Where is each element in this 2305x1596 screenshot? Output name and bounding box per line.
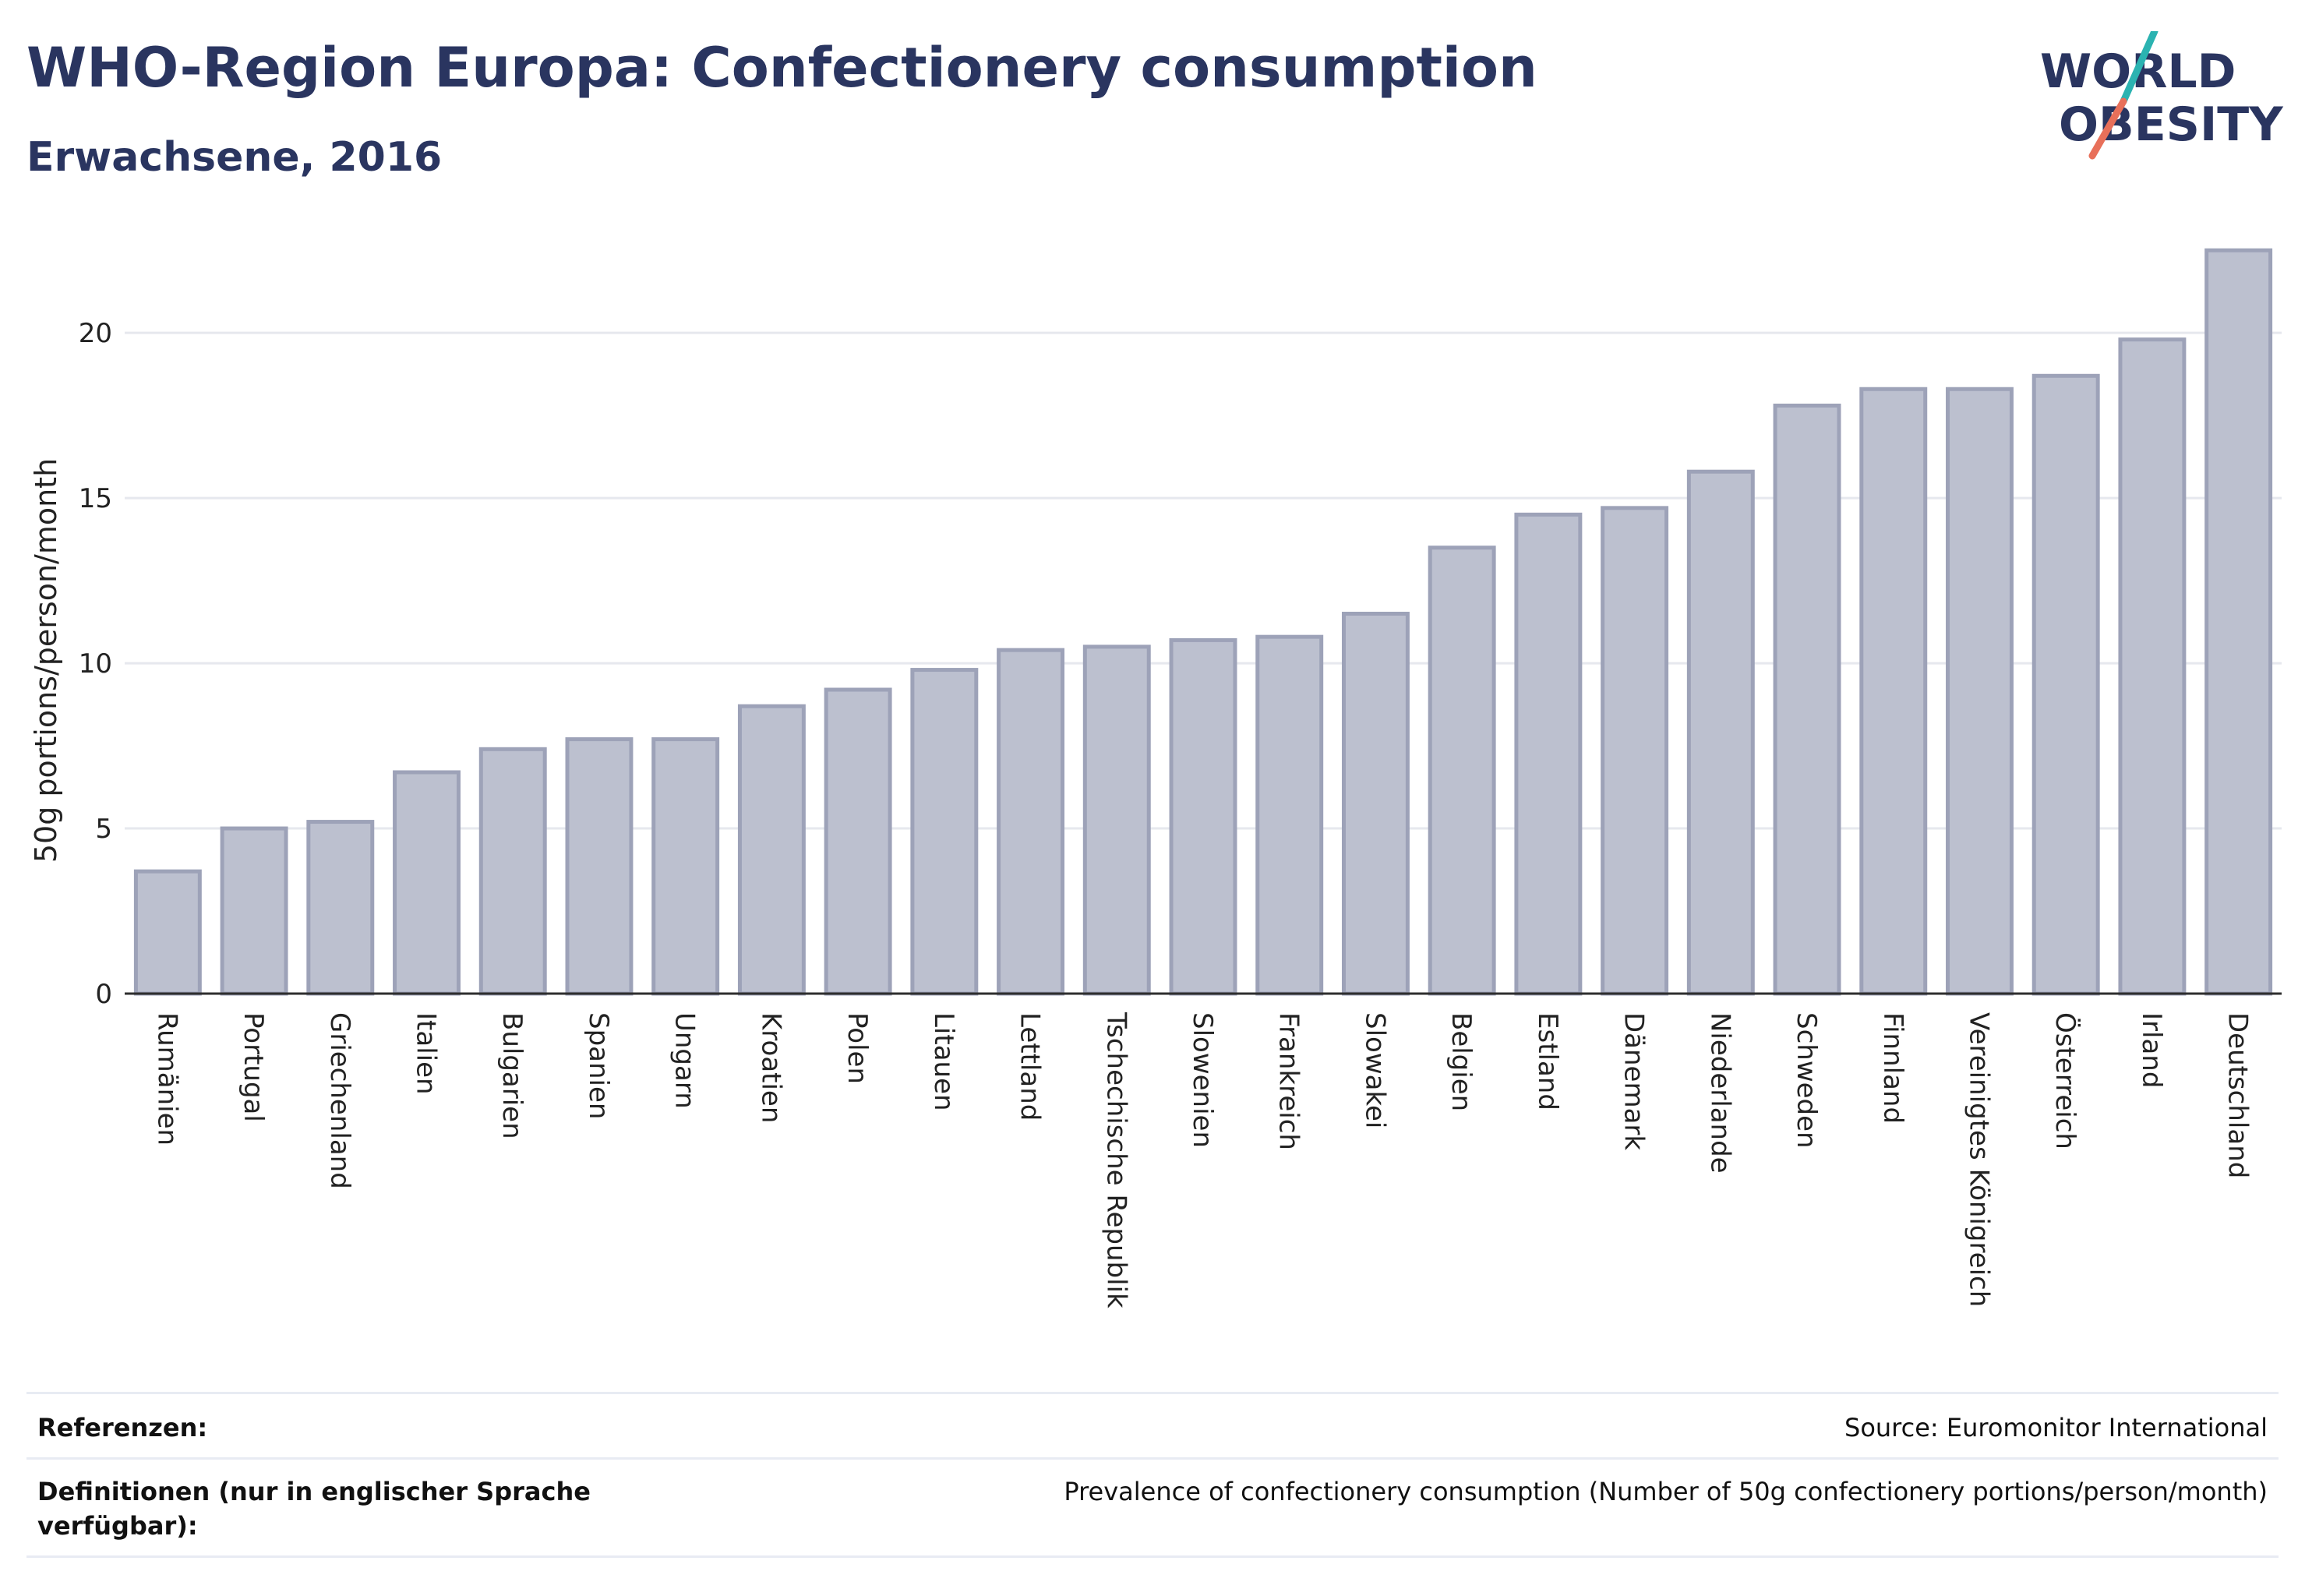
- x-category-label: Belgien: [1445, 1012, 1477, 1111]
- footer-divider-bottom: [26, 1555, 2279, 1558]
- footer-divider-middle: [26, 1457, 2279, 1460]
- bar: [306, 820, 375, 996]
- x-category-label: Slowenien: [1187, 1012, 1218, 1148]
- x-category-label: Finnland: [1877, 1012, 1908, 1124]
- bar: [1686, 469, 1755, 996]
- footer-divider-top: [26, 1392, 2279, 1394]
- x-category-label: Italien: [411, 1012, 442, 1095]
- x-category-label: Bulgarien: [496, 1012, 528, 1139]
- y-tick-label: 5: [95, 814, 112, 845]
- bar: [1773, 403, 1841, 996]
- page-subtitle: Erwachsene, 2016: [26, 134, 443, 181]
- bar: [1169, 637, 1237, 996]
- x-category-label: Lettland: [1015, 1012, 1046, 1121]
- bar: [997, 648, 1065, 996]
- bar: [393, 770, 461, 996]
- x-category-label: Litauen: [928, 1012, 959, 1111]
- x-category-label: Rumänien: [151, 1012, 182, 1146]
- x-category-label: Frankreich: [1273, 1012, 1304, 1150]
- page-title: WHO-Region Europa: Confectionery consump…: [26, 36, 1537, 100]
- y-tick-label: 20: [79, 318, 112, 349]
- definitions-value: Prevalence of confectionery consumption …: [1064, 1477, 2268, 1506]
- bar: [478, 747, 547, 996]
- bar: [565, 737, 634, 996]
- bar: [1428, 546, 1496, 996]
- bar: [1255, 634, 1324, 996]
- logo-accent-teal: [2120, 31, 2159, 105]
- y-tick-label: 10: [79, 648, 112, 680]
- bar: [651, 737, 720, 996]
- bar: [220, 826, 288, 996]
- x-category-label: Kroatien: [755, 1012, 786, 1123]
- references-value: Source: Euromonitor International: [1844, 1413, 2268, 1442]
- bar: [1601, 506, 1669, 996]
- bar: [737, 704, 806, 996]
- logo-accent-coral: [2088, 97, 2127, 160]
- x-category-label: Dänemark: [1618, 1012, 1650, 1150]
- x-category-label: Spanien: [583, 1012, 614, 1119]
- bar: [1514, 512, 1583, 996]
- bar: [1946, 387, 2014, 996]
- x-category-label: Vereinigtes Königreich: [1963, 1012, 1994, 1307]
- x-category-label: Schweden: [1791, 1012, 1822, 1149]
- x-category-label: Portugal: [238, 1012, 269, 1122]
- x-category-label: Irland: [2136, 1012, 2167, 1088]
- y-tick-label: 0: [95, 979, 112, 1010]
- bar: [1341, 612, 1410, 996]
- world-obesity-logo: WORLD OBESITY: [2040, 31, 2284, 160]
- bar: [824, 687, 892, 996]
- references-label: Referenzen:: [37, 1413, 208, 1442]
- axis-layer: 0 5 10 15 20 Rumänien Portugal Griechenland Ital…: [79, 318, 2282, 1308]
- x-category-label: Griechenland: [324, 1012, 355, 1189]
- bar: [1082, 644, 1151, 996]
- x-category-label: Tschechische Republik: [1100, 1012, 1131, 1308]
- x-category-label: Niederlande: [1704, 1012, 1735, 1174]
- x-category-label: Österreich: [2049, 1012, 2081, 1149]
- definitions-label: Definitionen (nur in englischer Sprache …: [37, 1477, 591, 1541]
- bar: [1859, 387, 1928, 996]
- y-tick-label: 15: [79, 483, 112, 514]
- y-axis-title: 50g portions/person/month: [29, 458, 63, 863]
- bars-layer: [133, 248, 2273, 996]
- x-category-label: Estland: [1532, 1012, 1563, 1110]
- x-category-label: Slowakei: [1359, 1012, 1390, 1128]
- x-category-label: Polen: [842, 1012, 873, 1084]
- bar: [2118, 337, 2187, 996]
- bar: [133, 869, 202, 996]
- bar: [2031, 373, 2100, 996]
- x-category-label: Ungarn: [669, 1012, 701, 1109]
- bar-chart: 0 5 10 15 20 Rumänien Portugal Griechenland Ital…: [29, 248, 2282, 1308]
- x-category-label: Deutschland: [2222, 1012, 2254, 1178]
- bar: [910, 668, 979, 996]
- bar: [2204, 248, 2273, 996]
